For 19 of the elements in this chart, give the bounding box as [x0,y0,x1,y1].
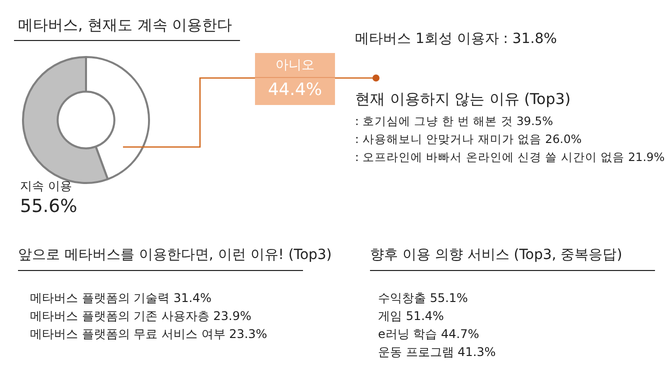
text: 메타버스 1회성 이용자 : 31.8% [355,30,557,48]
text: 현재 이용하지 않는 이유 (Top3) [355,90,571,109]
text: 메타버스 플랫폼의 기술력 31.4% [30,290,212,307]
text: 메타버스 플랫폼의 무료 서비스 여부 23.3% [30,326,268,343]
text: 앞으로 메타버스를 이용한다면, 이런 이유! (Top3) [18,246,332,265]
text: 운동 프로그램 41.3% [378,344,496,361]
text: 향후 이용 의향 서비스 (Top3, 중복응답) [370,246,655,271]
slice-label: 아니오 [255,53,335,78]
text: : 사용해보니 안맞거나 재미가 없음 26.0% [355,132,582,147]
text: : 호기심에 그냥 한 번 해본 것 39.5% [355,114,553,129]
text: e러닝 학습 44.7% [378,326,480,343]
text: 게임 51.4% [378,308,444,325]
slice-label: 지속 이용 [20,178,72,195]
text: : 오프라인에 바빠서 온라인에 신경 쓸 시간이 없음 21.9% [355,150,665,165]
data-label: 55.6% [20,196,78,217]
text: 수익창출 55.1% [378,290,468,307]
data-label: 44.4% [266,79,323,100]
text: 메타버스 플랫폼의 기존 사용자층 23.9% [30,308,252,325]
chart-title: 메타버스, 현재도 계속 이용한다 [14,16,240,41]
